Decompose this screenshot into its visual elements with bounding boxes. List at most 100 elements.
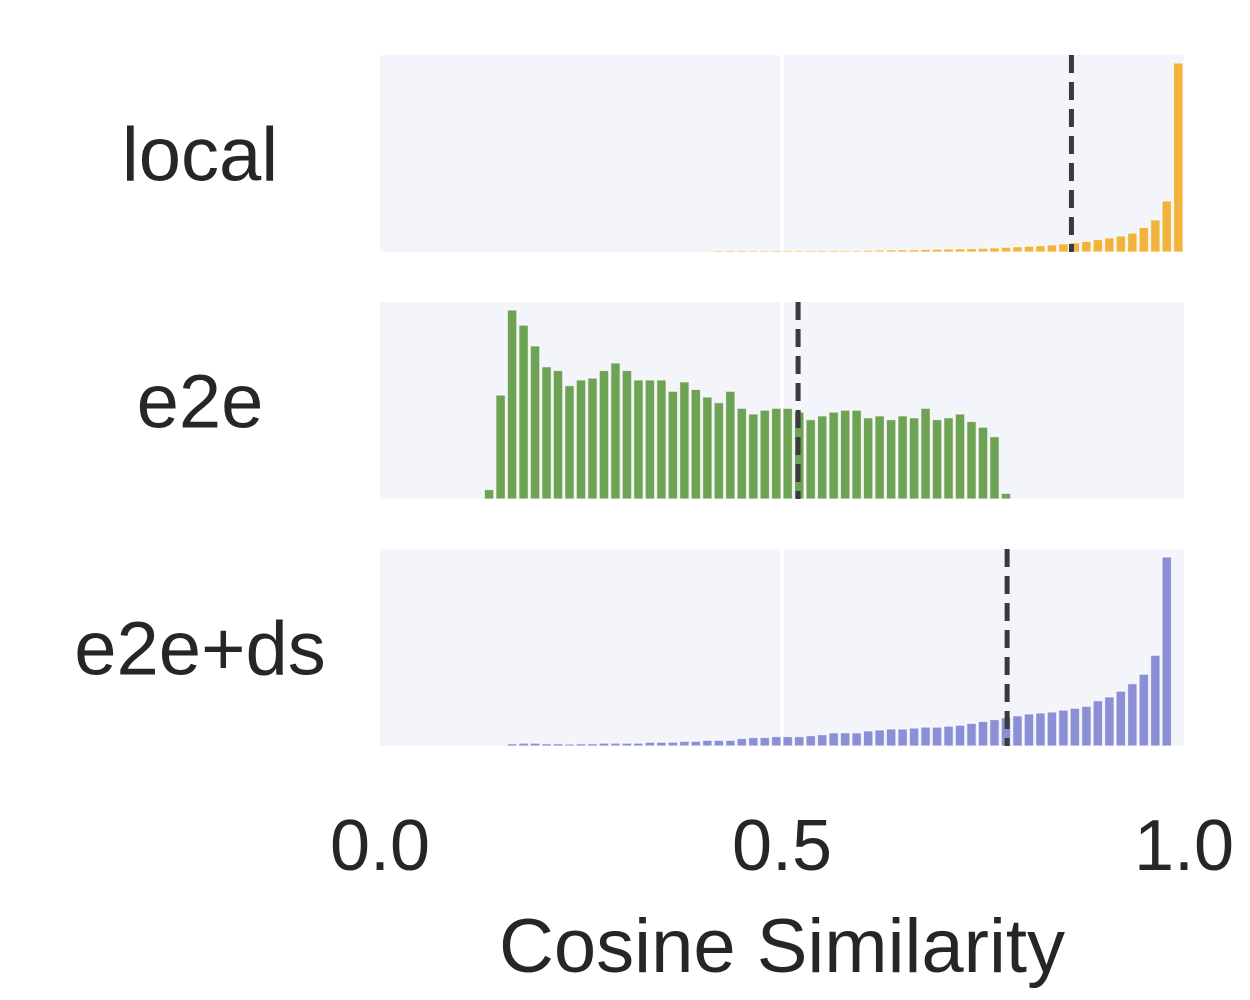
- histogram-bar: [1126, 232, 1138, 253]
- histogram-bar: [1000, 492, 1012, 500]
- histogram-bar: [977, 247, 989, 253]
- x-tick-label-1: 1.0: [1134, 806, 1234, 886]
- histogram-bar: [759, 409, 771, 500]
- histogram-bar: [1035, 712, 1046, 747]
- histogram-bar: [920, 726, 931, 747]
- histogram-bar: [552, 369, 564, 500]
- histogram-bar: [793, 735, 805, 747]
- histogram-bar: [529, 345, 541, 500]
- histogram-bar: [701, 396, 713, 500]
- histogram-bar: [966, 420, 977, 500]
- histogram-bar: [862, 417, 874, 500]
- histogram-bar: [529, 742, 541, 747]
- histogram-bar: [828, 411, 840, 500]
- histogram-bar: [1058, 243, 1069, 253]
- histogram-bar: [782, 735, 794, 747]
- histogram-bar: [770, 249, 782, 253]
- histogram-bar: [495, 394, 506, 500]
- histogram-bar: [1149, 654, 1161, 747]
- histogram-bar: [989, 718, 1000, 747]
- histogram-bar: [1035, 244, 1046, 253]
- histogram-bar: [644, 379, 656, 500]
- histogram-bar: [954, 248, 966, 253]
- histogram-bar: [667, 741, 679, 747]
- histogram-bar: [908, 249, 920, 253]
- histogram-bar: [564, 385, 575, 500]
- histogram-bar: [667, 390, 679, 500]
- histogram-bar: [1069, 707, 1081, 747]
- histogram-bar: [621, 742, 633, 747]
- histogram-bar: [954, 724, 966, 747]
- histogram-bar: [1092, 700, 1104, 747]
- histogram-bar: [770, 735, 782, 747]
- histogram-bar: [575, 743, 587, 747]
- histogram-bar: [943, 248, 954, 253]
- histogram-bar: [851, 732, 863, 747]
- histogram-bar: [908, 417, 920, 500]
- histogram-bar: [1012, 246, 1023, 253]
- histogram-bar: [587, 743, 598, 747]
- histogram-bar: [564, 743, 575, 747]
- row-label-e2e: e2e: [137, 360, 264, 445]
- histogram-bar: [598, 369, 610, 500]
- histogram-bar: [1046, 711, 1058, 747]
- histogram-bar: [839, 732, 851, 747]
- panel-local: [380, 55, 1184, 253]
- histogram-bar: [747, 736, 759, 747]
- histogram-bar: [690, 388, 702, 500]
- histogram-bar: [908, 727, 920, 747]
- histogram-bar: [920, 248, 931, 253]
- histogram-bar: [552, 743, 564, 747]
- histogram-bar: [690, 740, 702, 747]
- histogram-bar: [885, 249, 897, 253]
- histogram-bar: [943, 417, 954, 500]
- histogram-bar: [713, 739, 725, 747]
- histogram-bar: [1103, 237, 1115, 253]
- histogram-bar: [724, 739, 736, 747]
- x-tick-label-0: 0.0: [330, 806, 430, 886]
- x-axis-title: Cosine Similarity: [499, 904, 1065, 989]
- histogram-bar: [713, 249, 725, 253]
- histogram-bar: [656, 379, 667, 500]
- histogram-bar: [1161, 200, 1173, 253]
- histogram-bar: [518, 742, 529, 747]
- histogram-bar: [931, 248, 943, 253]
- histogram-bar: [897, 415, 908, 500]
- histogram-bar: [724, 390, 736, 500]
- histogram-bar: [736, 737, 748, 747]
- histogram-bar: [851, 249, 863, 253]
- histogram-bar: [931, 726, 943, 747]
- panel-e2e-ds: [380, 549, 1184, 747]
- histogram-bar: [885, 419, 897, 500]
- histogram-bar: [679, 740, 690, 747]
- histogram-bar: [920, 407, 931, 500]
- histogram-bar: [839, 409, 851, 500]
- histogram-bar: [633, 742, 644, 747]
- histogram-bar: [1161, 556, 1173, 747]
- histogram-bar: [943, 725, 954, 747]
- histogram-bar: [1081, 705, 1092, 747]
- histogram-bar: [839, 249, 851, 253]
- histogram-bar: [805, 419, 817, 500]
- histogram-bar: [1115, 235, 1127, 253]
- histogram-bar: [782, 249, 794, 253]
- histogram-bar: [541, 743, 552, 747]
- histogram-bar: [621, 369, 633, 500]
- histogram-bar: [610, 362, 621, 500]
- histogram-bar: [506, 309, 518, 500]
- histogram-bar: [1092, 238, 1104, 253]
- histogram-bar: [874, 729, 885, 747]
- histogram-bar: [989, 247, 1000, 253]
- histogram-bar: [1023, 713, 1035, 747]
- histogram-bar: [828, 732, 840, 747]
- histogram-bar: [759, 249, 771, 253]
- histogram-bar: [816, 734, 828, 747]
- histogram-bar: [736, 407, 748, 500]
- histogram-bar: [874, 249, 885, 253]
- histogram-bar: [897, 249, 908, 253]
- histogram-bar: [966, 722, 977, 747]
- histogram-bar: [1103, 696, 1115, 747]
- histogram-bar: [518, 324, 529, 500]
- histogram-bar: [851, 409, 863, 500]
